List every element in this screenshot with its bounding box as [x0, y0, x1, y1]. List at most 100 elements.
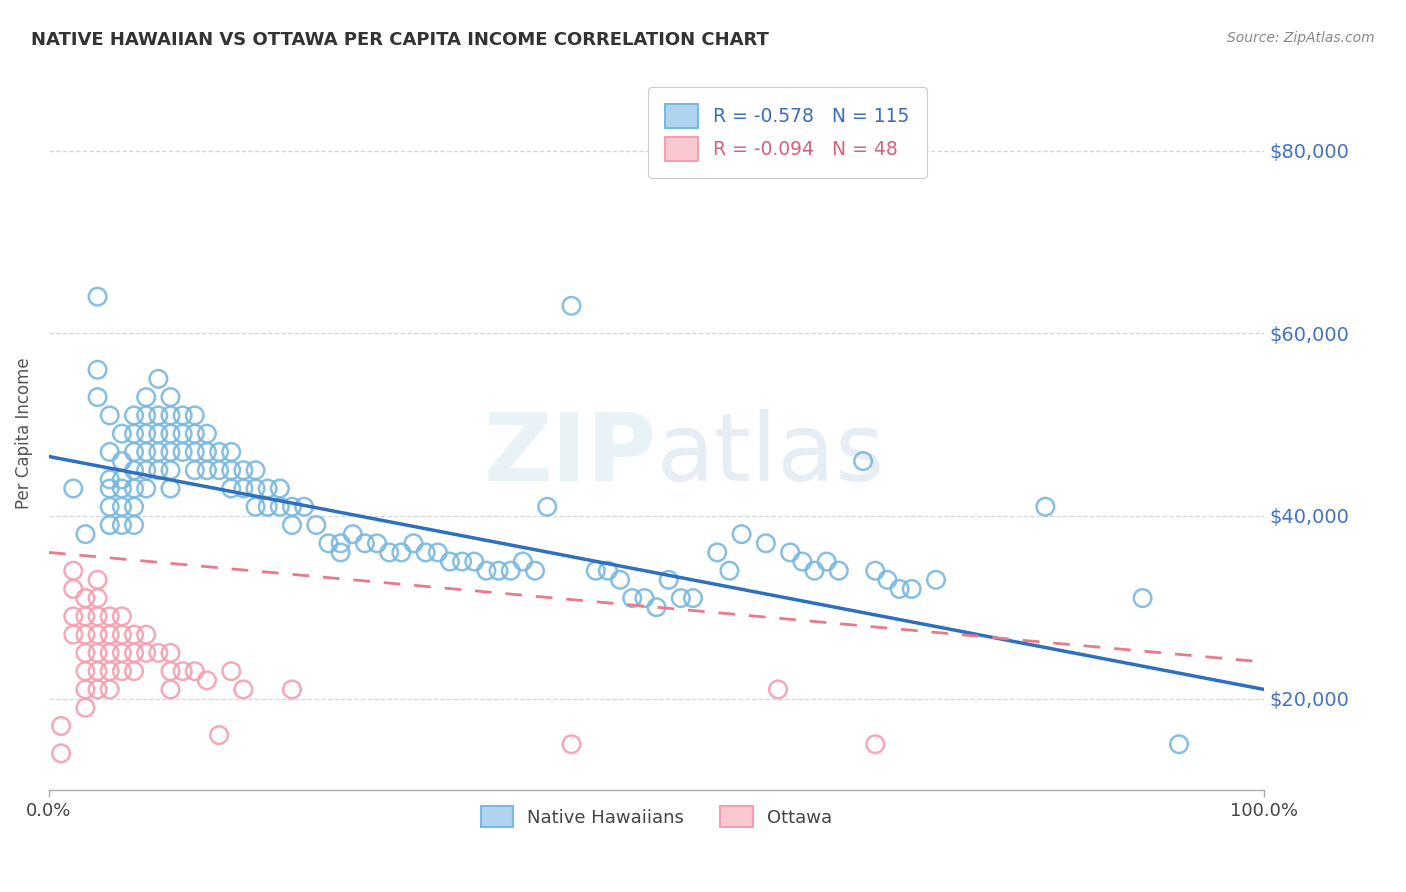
Point	[524, 564, 547, 578]
Point	[755, 536, 778, 550]
Point	[159, 445, 181, 459]
Point	[62, 482, 84, 496]
Point	[49, 719, 72, 733]
Point	[318, 536, 340, 550]
Point	[159, 390, 181, 404]
Point	[195, 673, 218, 688]
Point	[439, 555, 461, 569]
Point	[342, 527, 364, 541]
Point	[658, 573, 681, 587]
Point	[536, 500, 558, 514]
Point	[98, 682, 121, 697]
Point	[596, 564, 619, 578]
Point	[852, 454, 875, 468]
Point	[172, 409, 194, 423]
Y-axis label: Per Capita Income: Per Capita Income	[15, 358, 32, 509]
Point	[98, 409, 121, 423]
Point	[135, 409, 157, 423]
Point	[148, 426, 170, 441]
Text: ZIP: ZIP	[484, 409, 657, 501]
Point	[329, 536, 352, 550]
Point	[75, 700, 97, 714]
Point	[900, 582, 922, 596]
Point	[98, 472, 121, 486]
Point	[86, 290, 108, 304]
Point	[122, 518, 145, 533]
Point	[111, 472, 134, 486]
Point	[281, 500, 304, 514]
Point	[98, 646, 121, 660]
Point	[1168, 737, 1191, 751]
Point	[135, 426, 157, 441]
Point	[122, 426, 145, 441]
Point	[98, 627, 121, 641]
Point	[135, 445, 157, 459]
Point	[111, 500, 134, 514]
Point	[815, 555, 838, 569]
Point	[111, 426, 134, 441]
Point	[219, 664, 242, 678]
Point	[98, 482, 121, 496]
Point	[111, 482, 134, 496]
Point	[730, 527, 752, 541]
Point	[621, 591, 644, 606]
Point	[159, 426, 181, 441]
Point	[86, 627, 108, 641]
Point	[219, 482, 242, 496]
Text: Source: ZipAtlas.com: Source: ZipAtlas.com	[1227, 31, 1375, 45]
Point	[62, 627, 84, 641]
Point	[148, 445, 170, 459]
Point	[122, 627, 145, 641]
Point	[925, 573, 948, 587]
Point	[86, 573, 108, 587]
Point	[488, 564, 510, 578]
Point	[172, 445, 194, 459]
Point	[86, 609, 108, 624]
Point	[86, 682, 108, 697]
Point	[184, 426, 207, 441]
Point	[499, 564, 522, 578]
Point	[865, 564, 887, 578]
Point	[135, 482, 157, 496]
Point	[111, 609, 134, 624]
Point	[75, 527, 97, 541]
Point	[86, 591, 108, 606]
Point	[172, 664, 194, 678]
Point	[378, 545, 401, 559]
Point	[98, 500, 121, 514]
Point	[1035, 500, 1057, 514]
Point	[1132, 591, 1154, 606]
Point	[560, 299, 582, 313]
Point	[184, 463, 207, 477]
Point	[402, 536, 425, 550]
Point	[256, 482, 278, 496]
Point	[111, 454, 134, 468]
Point	[232, 682, 254, 697]
Point	[195, 426, 218, 441]
Point	[122, 409, 145, 423]
Point	[256, 500, 278, 514]
Point	[122, 500, 145, 514]
Point	[49, 747, 72, 761]
Point	[122, 646, 145, 660]
Point	[135, 646, 157, 660]
Point	[865, 737, 887, 751]
Point	[766, 682, 789, 697]
Point	[148, 463, 170, 477]
Point	[75, 609, 97, 624]
Point	[159, 664, 181, 678]
Text: NATIVE HAWAIIAN VS OTTAWA PER CAPITA INCOME CORRELATION CHART: NATIVE HAWAIIAN VS OTTAWA PER CAPITA INC…	[31, 31, 769, 49]
Point	[889, 582, 911, 596]
Point	[281, 682, 304, 697]
Point	[208, 463, 231, 477]
Point	[98, 609, 121, 624]
Point	[232, 482, 254, 496]
Point	[184, 445, 207, 459]
Point	[148, 646, 170, 660]
Point	[135, 390, 157, 404]
Point	[159, 682, 181, 697]
Point	[560, 737, 582, 751]
Point	[195, 463, 218, 477]
Point	[292, 500, 315, 514]
Point	[122, 463, 145, 477]
